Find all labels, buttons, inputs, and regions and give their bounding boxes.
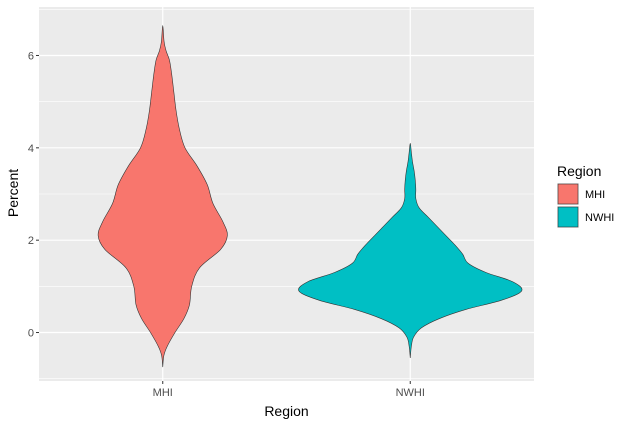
- violin-mhi: [97, 25, 228, 368]
- y-tick-label: 0: [28, 328, 34, 340]
- legend-label: NWHI: [585, 212, 614, 224]
- legend-title: Region: [557, 163, 601, 179]
- legend: Region MHI NWHI: [557, 163, 614, 228]
- legend-key-nwhi: [557, 206, 579, 228]
- y-tick-label: 2: [28, 235, 34, 247]
- y-axis-title: Percent: [5, 169, 21, 217]
- x-tick-label: MHI: [153, 387, 173, 399]
- x-axis-title: Region: [264, 403, 308, 419]
- x-axis-ticks: MHI NWHI: [153, 381, 425, 399]
- violin-nwhi: [298, 142, 523, 358]
- legend-items: MHI NWHI: [557, 183, 614, 228]
- y-axis-ticks: 0 2 4 6: [28, 50, 39, 340]
- violins: [97, 25, 523, 368]
- x-tick-label: NWHI: [396, 387, 425, 399]
- y-tick-label: 6: [28, 50, 34, 62]
- legend-label: MHI: [585, 189, 605, 201]
- legend-key-mhi: [557, 183, 579, 205]
- y-tick-label: 4: [28, 143, 34, 155]
